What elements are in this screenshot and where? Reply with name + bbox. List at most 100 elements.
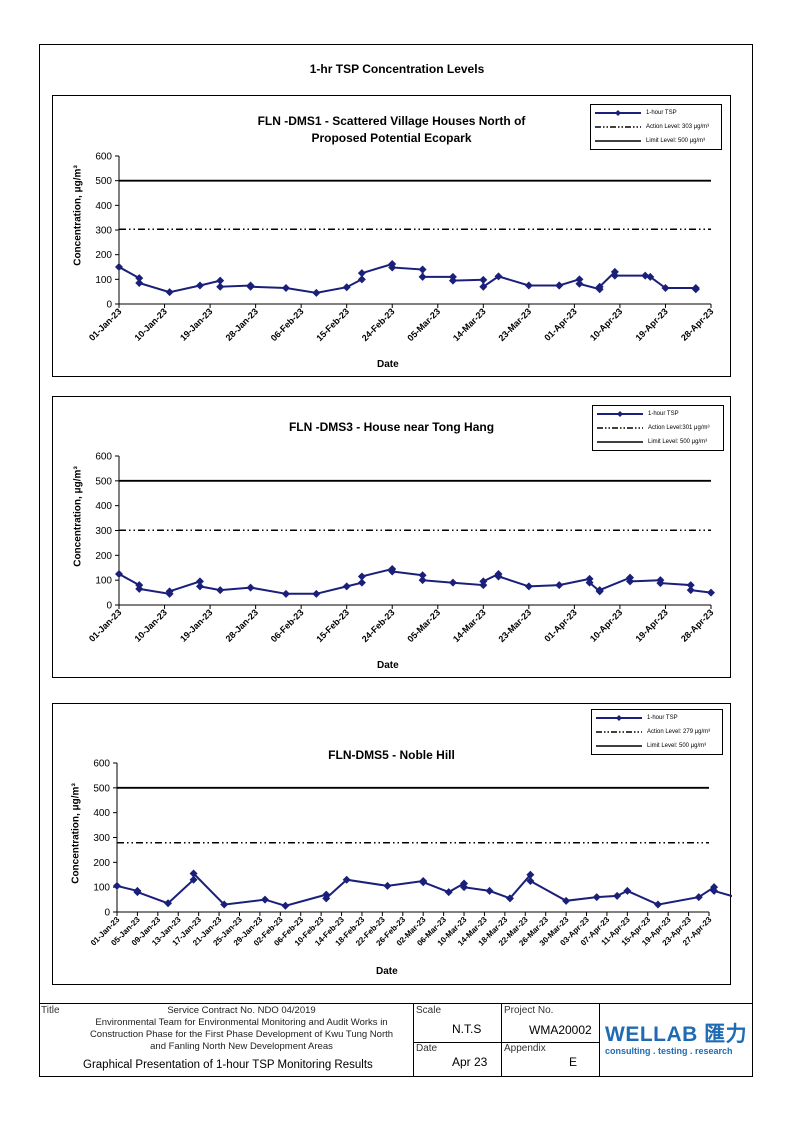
legend-limit-label: Limit Level: 500 μg/m³ [648, 439, 708, 445]
y-tick-label: 400 [95, 501, 112, 512]
project-cell: Project No. WMA20002 Appendix E [502, 1004, 600, 1077]
legend-action: Action Level: 303 μg/m³ [595, 122, 709, 132]
data-point [613, 891, 622, 900]
data-point [575, 279, 584, 288]
x-axis-label: Date [377, 359, 399, 370]
chart-dms3: FLN -DMS3 - House near Tong Hang 0 100 200… [52, 396, 731, 678]
data-point [135, 279, 144, 288]
page-title: 1-hr TSP Concentration Levels [309, 62, 485, 76]
page-frame [39, 44, 753, 1077]
data-point [524, 582, 533, 591]
data-point [524, 281, 533, 290]
data-point [686, 586, 695, 595]
x-tick-label: 01-Jan-23 [87, 306, 123, 342]
data-point [220, 900, 229, 909]
data-point [691, 285, 700, 294]
data-point [494, 272, 503, 281]
data-point [246, 282, 255, 291]
chart-title: FLN-DMS5 - Noble Hill [328, 748, 455, 762]
data-point [555, 581, 564, 590]
y-tick-label: 300 [95, 226, 112, 237]
data-point [261, 895, 269, 904]
chart-title: FLN -DMS1 - Scattered Village Houses Nor… [257, 114, 526, 145]
data-point [653, 900, 662, 909]
data-point [419, 878, 428, 887]
x-tick-label: 23-Mar-23 [496, 607, 533, 644]
x-tick-label: 10-Apr-23 [588, 306, 624, 342]
data-point [189, 875, 198, 884]
main-title: Graphical Presentation of 1-hour TSP Mon… [83, 1059, 373, 1071]
legend-action-label: Action Level: 303 μg/m³ [646, 124, 710, 130]
y-tick-label: 200 [95, 551, 112, 562]
data-point [418, 265, 427, 274]
data-point [656, 579, 665, 588]
data-point [448, 578, 457, 587]
data-point [448, 276, 457, 285]
y-axis-label: Concentration, μg/m³ [72, 466, 84, 567]
x-tick-label: 06-Feb-23 [269, 306, 306, 343]
legend-action: Action Level: 279 μg/m³ [596, 727, 710, 737]
data-point [526, 870, 535, 879]
data-point [216, 586, 225, 595]
x-tick-label: 05-Mar-23 [405, 607, 442, 644]
x-tick-label: 01-Apr-23 [542, 306, 578, 342]
data-point [460, 883, 469, 892]
legend-limit: Limit Level: 500 μg/m³ [597, 437, 707, 447]
data-point [388, 567, 397, 576]
data-point [610, 271, 619, 280]
data-point [592, 893, 601, 902]
data-point [661, 283, 670, 292]
chart-dms1: FLN -DMS1 - Scattered Village Houses Nor… [52, 95, 731, 377]
data-point [383, 881, 392, 890]
legend-limit: Limit Level: 500 μg/m³ [595, 136, 705, 146]
y-tick-label: 400 [95, 201, 112, 212]
contract-line: Service Contract No. NDO 04/2019 [167, 1005, 316, 1016]
chart-plot: 010020030040050060001-Jan-2305-Jan-2309-… [89, 759, 732, 948]
data-point [595, 586, 604, 595]
data-point [505, 894, 514, 903]
y-tick-label: 500 [93, 783, 110, 794]
y-axis-label: Concentration, μg/m³ [70, 783, 82, 884]
legend-tsp: 1-hour TSP [595, 108, 677, 118]
contract-line: Construction Phase for the First Phase D… [89, 1029, 394, 1040]
data-point [555, 281, 564, 290]
x-tick-label: 14-Mar-23 [451, 306, 488, 343]
legend-tsp: 1-hour TSP [596, 713, 678, 723]
y-tick-label: 600 [95, 452, 112, 463]
data-point [494, 572, 503, 581]
x-tick-label: 19-Apr-23 [633, 607, 669, 643]
y-tick-label: 0 [106, 601, 112, 612]
data-point [707, 588, 715, 597]
data-point [342, 283, 351, 292]
legend-tsp: 1-hour TSP [597, 409, 679, 419]
data-point [135, 584, 144, 593]
x-tick-label: 10-Apr-23 [588, 607, 624, 643]
x-tick-label: 15-Feb-23 [314, 306, 351, 343]
data-point [626, 577, 635, 586]
data-point [322, 894, 331, 903]
data-point [216, 276, 225, 285]
y-tick-label: 400 [93, 808, 110, 819]
data-point [357, 578, 366, 587]
x-tick-label: 14-Mar-23 [451, 607, 488, 644]
title-block: Title Service Contract No. NDO 04/2019 E… [39, 1003, 753, 1077]
scale-area: Scale N.T.S [414, 1004, 501, 1043]
data-point [195, 582, 204, 591]
title-label: Title [41, 1005, 60, 1016]
legend-limit-label: Limit Level: 500 μg/m³ [647, 743, 707, 749]
chart-legend: 1-hour TSP Action Level: 303 μg/m³ Limit… [590, 104, 722, 150]
data-point [357, 572, 366, 581]
x-tick-label: 06-Feb-23 [269, 607, 306, 644]
legend-limit: Limit Level: 500 μg/m³ [596, 741, 706, 751]
x-tick-label: 19-Jan-23 [178, 607, 214, 643]
y-tick-label: 500 [95, 476, 112, 487]
legend-limit-label: Limit Level: 500 μg/m³ [646, 138, 706, 144]
x-tick-label: 28-Apr-23 [679, 607, 715, 643]
y-tick-label: 0 [104, 908, 110, 919]
data-point [281, 901, 290, 910]
data-point [281, 283, 290, 292]
data-point [135, 274, 144, 283]
data-point [418, 272, 427, 281]
data-point [164, 899, 173, 908]
